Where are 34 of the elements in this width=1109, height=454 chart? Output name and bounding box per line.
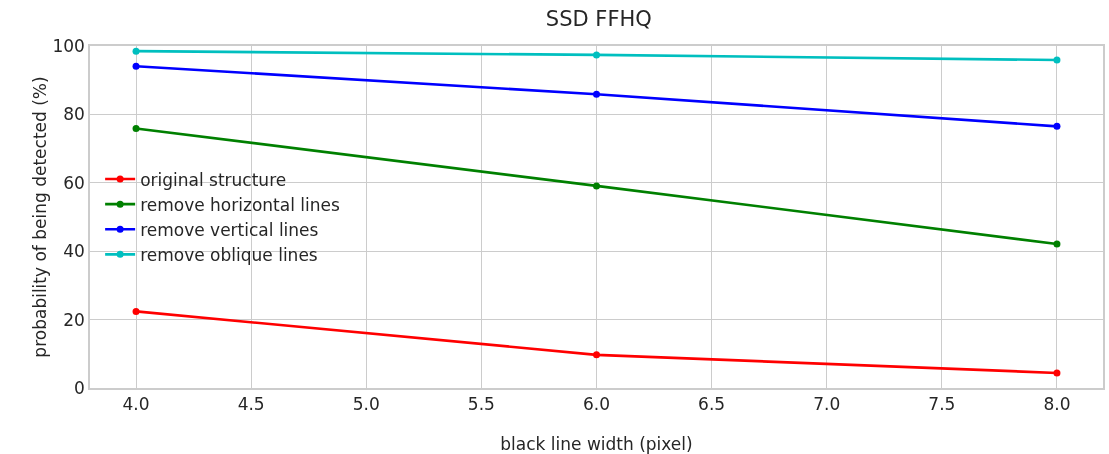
y-tick-label: 60 (63, 172, 85, 193)
point (132, 62, 140, 70)
point (1053, 369, 1061, 377)
legend-label: remove horizontal lines (140, 194, 340, 215)
x-tick-label: 7.5 (928, 394, 956, 415)
chart-title: SSD FFHQ (545, 7, 652, 32)
legend-label: remove vertical lines (140, 219, 319, 240)
x-tick-label: 6.0 (582, 394, 611, 415)
y-axis-title: probability of being detected (%) (29, 76, 50, 358)
y-tick-label: 100 (52, 35, 85, 56)
point (1053, 56, 1061, 64)
legend-label: remove oblique lines (140, 244, 318, 265)
point (1053, 122, 1061, 130)
point (132, 124, 140, 132)
x-tick-label: 4.0 (122, 394, 150, 415)
point (132, 307, 140, 315)
point (132, 47, 140, 55)
legend-label: original structure (140, 169, 287, 190)
x-tick-label: 4.5 (237, 394, 265, 415)
point (593, 90, 600, 98)
x-axis-title: black line width (pixel) (500, 433, 693, 454)
y-tick-label: 0 (74, 377, 85, 398)
x-tick-label: 7.0 (813, 394, 841, 415)
point (1053, 240, 1061, 248)
x-tick-label: 5.5 (467, 394, 495, 415)
y-tick-label: 20 (63, 309, 85, 330)
x-tick-label: 8.0 (1043, 394, 1071, 415)
x-tick-label: 6.5 (698, 394, 726, 415)
y-tick-label: 80 (63, 104, 85, 125)
point (593, 182, 600, 190)
y-tick-label: 40 (63, 241, 85, 262)
point (593, 351, 600, 359)
point (593, 51, 600, 59)
x-tick-label: 5.0 (352, 394, 380, 415)
